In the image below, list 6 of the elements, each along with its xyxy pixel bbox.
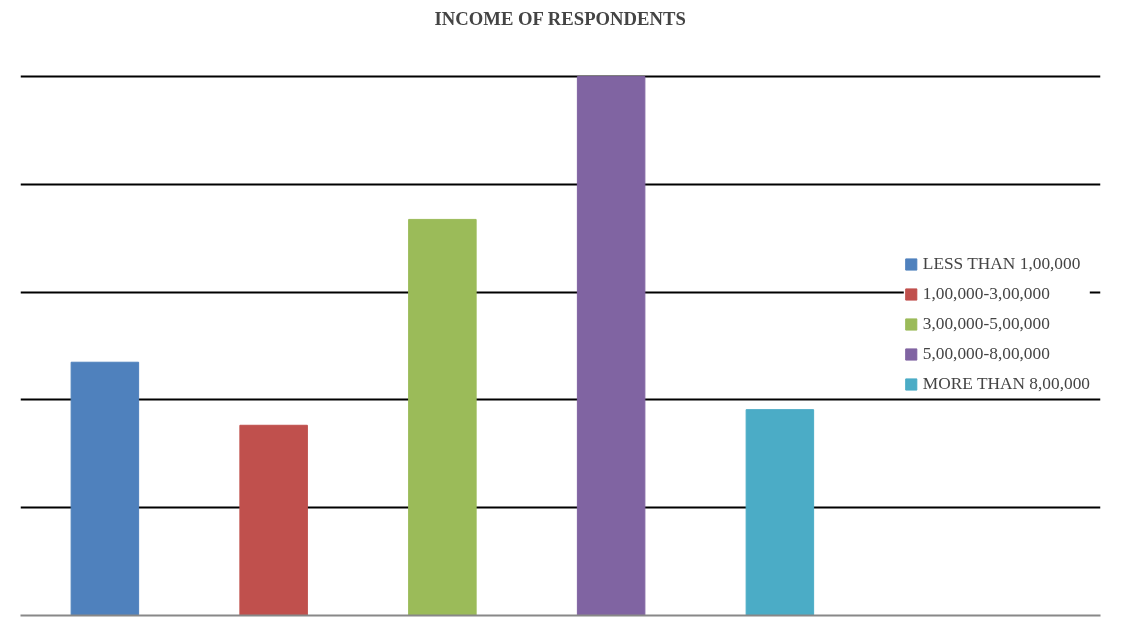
legend-label: 1,00,000-3,00,000	[922, 284, 1050, 304]
chart-title: INCOME OF RESPONDENTS	[434, 7, 686, 29]
legend-label: 5,00,000-8,00,000	[922, 344, 1050, 364]
legend-label: LESS THAN 1,00,000	[922, 254, 1081, 274]
legend-label: 3,00,000-5,00,000	[922, 314, 1050, 334]
legend-label: MORE THAN 8,00,000	[922, 374, 1090, 394]
